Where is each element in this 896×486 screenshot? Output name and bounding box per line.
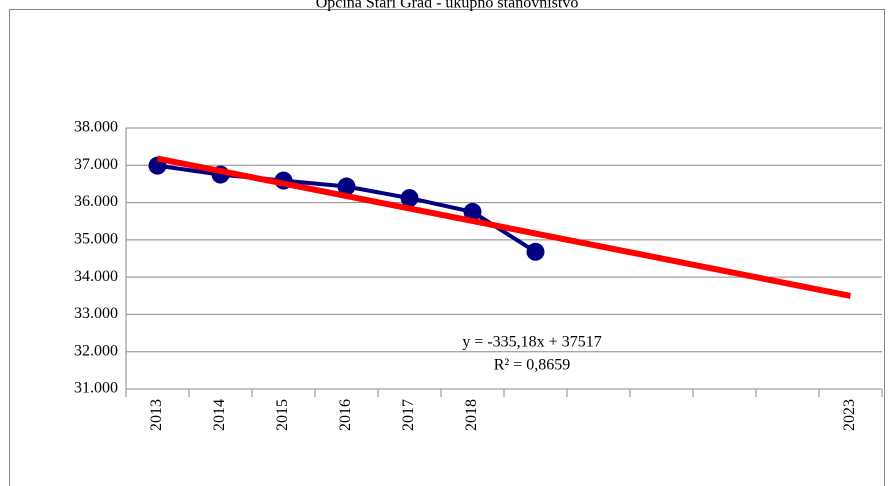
x-tick-label: 2015 [274,399,291,431]
trend-equation: y = -335,18x + 37517 [462,334,601,351]
x-tick-label: 2013 [148,399,165,431]
y-tick-label: 32.000 [74,342,118,359]
chart-title: Općina Stari Grad - ukupno stanovništvo [316,0,579,12]
y-tick-label: 37.000 [74,156,118,173]
y-tick-label: 38.000 [74,119,118,136]
data-point [526,242,545,261]
x-tick-label: 2014 [211,399,228,431]
y-tick-label: 35.000 [74,231,118,248]
trend-r2: R² = 0,8659 [494,357,571,374]
data-point [463,202,482,221]
x-tick-label: 2018 [463,399,480,431]
y-tick-label: 36.000 [74,193,118,210]
y-tick-label: 33.000 [74,305,118,322]
x-tick-label: 2023 [841,399,858,431]
y-tick-label: 34.000 [74,268,118,285]
chart-border [9,9,885,486]
x-tick-label: 2017 [400,399,417,431]
y-tick-label: 31.000 [74,380,118,397]
trend-line [156,155,852,299]
x-tick-label: 2016 [337,399,354,431]
data-point [400,189,419,208]
data-point [337,177,356,196]
